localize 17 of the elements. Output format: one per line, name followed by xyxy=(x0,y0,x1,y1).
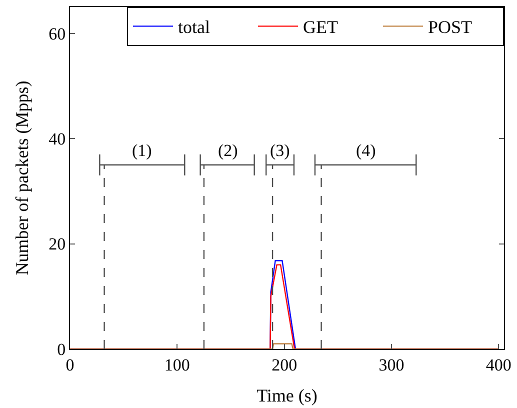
x-axis-title: Time (s) xyxy=(256,386,318,406)
x-tick-label: 200 xyxy=(272,355,298,374)
x-tick-label: 300 xyxy=(378,355,404,374)
y-tick-label: 40 xyxy=(48,129,66,148)
y-axis-title: Number of packets (Mpps) xyxy=(12,80,32,276)
annotation: (4) xyxy=(356,141,376,160)
annotation: (1) xyxy=(132,141,152,160)
legend-label: POST xyxy=(428,17,472,38)
annotation: (2) xyxy=(218,141,238,160)
x-tick-label: 400 xyxy=(486,355,512,374)
legend-label: total xyxy=(178,17,210,38)
annotation: (3) xyxy=(270,141,290,160)
x-tick-label: 100 xyxy=(164,355,190,374)
y-tick-label: 60 xyxy=(48,24,66,44)
y-tick-label: 20 xyxy=(48,234,66,254)
y-tick-label: 0 xyxy=(57,340,66,359)
legend-label: GET xyxy=(303,17,338,38)
